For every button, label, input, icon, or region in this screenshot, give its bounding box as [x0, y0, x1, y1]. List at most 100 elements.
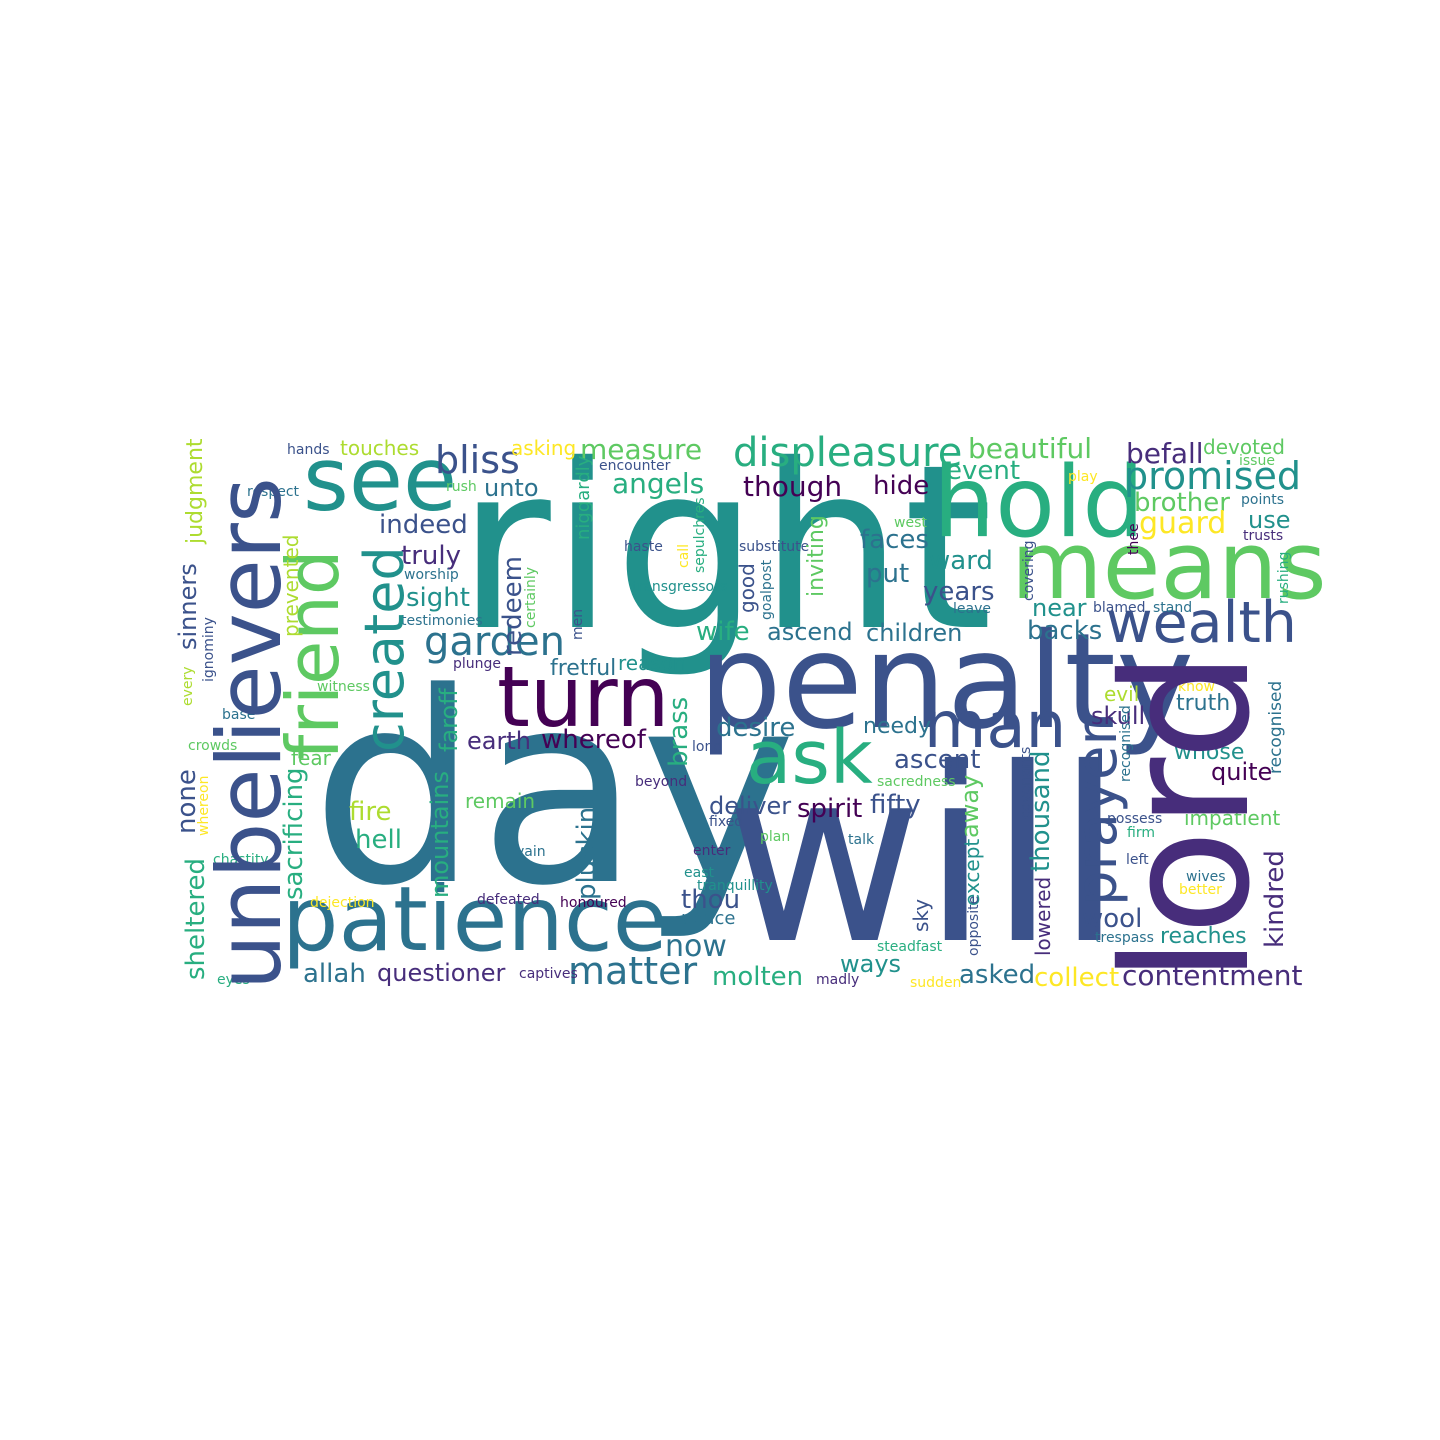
word-ways: ways [840, 950, 902, 978]
word-vain: enter [693, 843, 731, 859]
word-patience: patience [282, 867, 668, 971]
word-man: man [924, 689, 1067, 763]
word-put: put [866, 559, 910, 589]
word-peace: peace [681, 908, 736, 929]
word-skull: skull [1091, 702, 1146, 730]
word-worship: testimonies [401, 613, 483, 629]
word-sinners: sinners [174, 563, 202, 650]
word-contentment: contentment [1122, 959, 1303, 992]
word-prevented: prevented [279, 534, 303, 637]
word-questioner: questioner [377, 959, 506, 987]
word-collect: collect [1034, 963, 1120, 993]
word-judgment: judgment [183, 438, 208, 544]
word-displeasure: displeasure [733, 430, 963, 476]
word-touches: touches [340, 436, 420, 460]
word-ward: ward [929, 546, 993, 576]
word-fretful: fretful [550, 656, 617, 681]
word-steadfast: sky [909, 898, 933, 932]
word-play: play [1068, 469, 1098, 485]
word-beautiful: beautiful [968, 432, 1093, 465]
word-promised: promised [1124, 454, 1302, 498]
word-desire: desire [716, 713, 796, 743]
word-now: now [665, 929, 727, 964]
word-dejection: whereon [196, 775, 212, 836]
word-defeated: honoured [560, 895, 627, 911]
word-ascent: ascent [894, 745, 981, 775]
word-remain: remain [465, 789, 536, 813]
word-impatient: impatient [1184, 806, 1281, 830]
word-beyond: sacredness [877, 774, 956, 790]
word-wealth: wealth [1106, 590, 1297, 656]
word-means: means [1011, 512, 1327, 621]
word-hide: hide [873, 471, 930, 501]
word-asking: asking [511, 436, 577, 460]
word-created: created [353, 546, 416, 752]
word-years: years [923, 577, 995, 607]
word-fifty: fifty [870, 790, 921, 820]
word-whose: whose [1174, 740, 1245, 765]
word-encounter: encounter [599, 458, 671, 474]
word-long: beyond [635, 774, 688, 790]
word-faroff: faroff [435, 688, 463, 752]
word-will: will [725, 716, 1123, 997]
word-captives: madly [816, 972, 860, 988]
word-truth: truth [1176, 691, 1231, 716]
word-recognised: recognised [1266, 680, 1286, 774]
word-fixed: plan [760, 829, 791, 845]
word-reaches: reaches [1160, 924, 1247, 949]
word-ascend: ascend [767, 618, 853, 646]
word-fear: fear [291, 746, 331, 770]
word-sepulchres: sepulchres [692, 497, 708, 573]
word-testimonies: ignominy [201, 617, 217, 682]
word-chastity: eyes [217, 972, 250, 988]
word-thou: thou [681, 885, 741, 915]
word-covering: rushing [1276, 551, 1292, 604]
word-sight: sight [406, 583, 470, 613]
word-day: day [311, 637, 797, 944]
word-penalty: penalty [698, 605, 1195, 759]
word-men: call [676, 543, 692, 568]
word-base: crowds [188, 738, 238, 754]
word-guard: guard [1139, 506, 1227, 541]
word-indeed: indeed [379, 510, 468, 540]
word-firm: firm [1127, 825, 1155, 841]
word-transgressors: certainly [523, 566, 539, 628]
word-kindred: kindred [1260, 850, 1290, 948]
word-ignominy: every [180, 666, 196, 706]
word-measure: measure [580, 433, 703, 466]
word-spirit: spirit [797, 794, 863, 824]
word-substitute: transgressors [632, 579, 728, 595]
word-hell: hell [355, 825, 402, 855]
word-brass: brass [664, 696, 694, 767]
word-plunge: witness [317, 679, 370, 695]
word-quite: quite [1211, 758, 1273, 786]
word-fire: fire [349, 797, 392, 827]
word-goalpost: goalpost [759, 559, 775, 620]
word-children: children [866, 619, 963, 647]
word-opposite: lowered [1031, 876, 1055, 956]
word-call: haste [624, 539, 663, 555]
word-issue: issue [1239, 453, 1275, 469]
word-bliss: bliss [435, 438, 520, 482]
word-sheltered: sheltered [181, 857, 211, 980]
word-lowered: covenants [1018, 746, 1034, 819]
word-asked: asked [959, 960, 1036, 990]
word-needy: needy [863, 714, 931, 739]
word-rushing: recognised [1118, 705, 1134, 782]
word-tranquillity: defeated [477, 892, 540, 908]
word-sacredness: fixed [709, 814, 744, 830]
word-sacrificing: sacrificing [279, 767, 309, 900]
word-east: tranquillity [697, 878, 773, 894]
word-honoured: dejection [310, 895, 375, 911]
word-points: points [1241, 492, 1284, 508]
word-mountains: mountains [426, 771, 454, 898]
word-use: use [1248, 506, 1291, 534]
word-plucking: plucking [572, 790, 602, 900]
word-backs: backs [1027, 616, 1103, 646]
word-right: right [457, 415, 993, 681]
word-truly: truly [401, 541, 461, 571]
word-reason: reason [618, 651, 686, 675]
word-whereon: chastity [213, 852, 269, 868]
word-inviting: inviting [804, 515, 829, 597]
